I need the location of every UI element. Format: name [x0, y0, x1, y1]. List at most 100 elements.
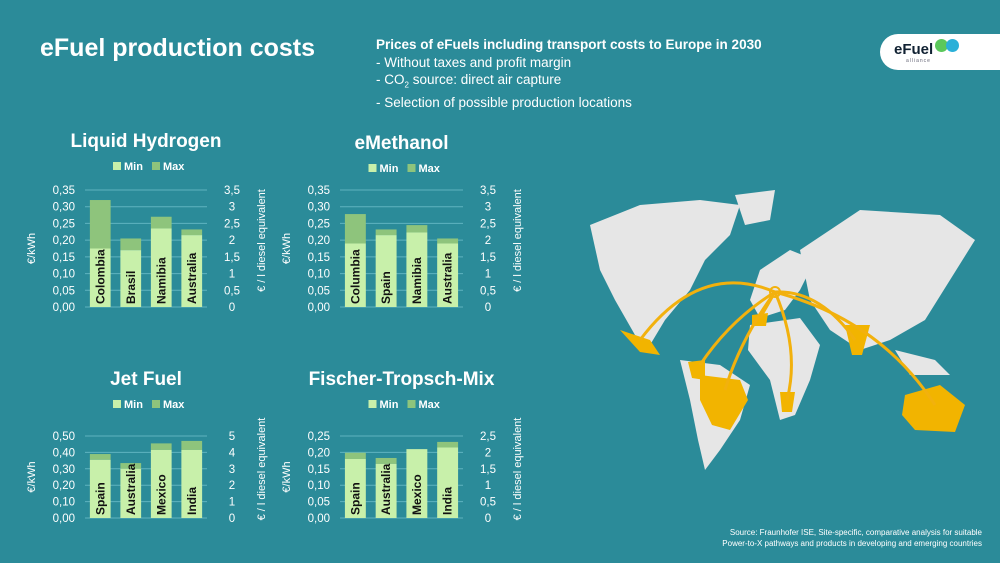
bar-min — [120, 468, 142, 518]
europe-destination-marker — [769, 286, 781, 298]
category-label: Australia — [124, 463, 138, 515]
y-tick-label: 0,05 — [308, 285, 330, 297]
y-tick-label: 0,00 — [308, 513, 330, 525]
bar-max — [150, 443, 172, 450]
y2-tick-label: 0,5 — [480, 497, 496, 509]
bar-max — [181, 440, 203, 450]
y2-tick-label: 3 — [229, 202, 235, 214]
bar-min — [89, 459, 111, 518]
category-label: Mexico — [154, 474, 168, 515]
bullet-2-rest: source: direct air capture — [408, 72, 562, 87]
arrow-india — [774, 290, 857, 341]
source-line-1: Source: Fraunhofer ISE, Site-specific, c… — [729, 528, 982, 537]
y-axis-label: €/kWh — [26, 233, 38, 264]
y-tick-label: 0,25 — [308, 431, 330, 443]
source-line-2: Power-to-X pathways and products in deve… — [722, 539, 982, 548]
bar-min — [89, 248, 111, 307]
bar-max — [437, 441, 459, 448]
legend-swatch-max — [152, 400, 160, 408]
y-tick-label: 0,35 — [53, 185, 75, 197]
bar-min — [406, 449, 428, 518]
category-label: India — [185, 487, 199, 515]
australia — [902, 385, 965, 432]
arrow-australia — [774, 290, 937, 406]
bar-min — [344, 243, 366, 307]
bar-max — [89, 200, 111, 249]
category-label: Namibia — [410, 257, 424, 304]
bar-min — [437, 243, 459, 307]
logo-sub: alliance — [906, 58, 931, 64]
legend-label-min: Min — [380, 399, 399, 411]
y2-tick-label: 0,5 — [480, 285, 496, 297]
y2-tick-label: 0,5 — [224, 285, 240, 297]
y-tick-label: 0,15 — [308, 252, 330, 264]
bar-max — [344, 452, 366, 459]
asia — [800, 210, 975, 350]
y-tick-label: 0,10 — [308, 269, 330, 281]
y-tick-label: 0,20 — [53, 235, 75, 247]
y2-axis-label: € / l diesel equivalent — [512, 418, 524, 521]
category-label: Australia — [379, 463, 393, 515]
y-tick-label: 0,05 — [53, 285, 75, 297]
y-tick-label: 0,30 — [53, 464, 75, 476]
legend-label-min: Min — [124, 161, 143, 173]
y-tick-label: 0,30 — [308, 202, 330, 214]
y-axis-label: €/kWh — [281, 461, 293, 492]
y-tick-label: 0,10 — [53, 497, 75, 509]
plug-icon — [935, 39, 948, 52]
y2-tick-label: 4 — [229, 447, 236, 459]
bar-min — [375, 463, 397, 518]
y-tick-label: 0,10 — [308, 480, 330, 492]
y2-tick-label: 2,5 — [480, 218, 496, 230]
chart-title: Jet Fuel — [110, 369, 182, 390]
category-label: Columbia — [348, 249, 362, 304]
legend-swatch-min — [368, 400, 377, 408]
y2-tick-label: 0 — [485, 513, 491, 525]
y2-tick-label: 1 — [485, 480, 491, 492]
y-tick-label: 0,05 — [308, 497, 330, 509]
chart-title: Fischer-Tropsch-Mix — [309, 369, 495, 390]
category-label: Colombia — [93, 249, 107, 304]
drop-icon — [946, 39, 959, 52]
bar-min — [181, 235, 203, 307]
bar-max — [344, 214, 366, 244]
y-tick-label: 0,15 — [53, 252, 75, 264]
legend-label-min: Min — [380, 163, 399, 175]
namibia — [780, 392, 795, 412]
y2-axis-label: € / l diesel equivalent — [512, 189, 524, 292]
category-label: Mexico — [410, 474, 424, 515]
category-label: Spain — [379, 271, 393, 304]
y2-tick-label: 2 — [485, 235, 491, 247]
y2-tick-label: 3 — [229, 464, 235, 476]
north-america — [590, 200, 740, 345]
logo-text: eFuel — [894, 41, 934, 58]
arrow-mexico — [638, 281, 776, 341]
subtitle: Prices of eFuels including transport cos… — [376, 37, 762, 52]
bar-min — [406, 232, 428, 307]
legend-swatch-max — [152, 162, 160, 170]
bar-min — [375, 235, 397, 307]
chart-title: eMethanol — [355, 133, 449, 154]
transport-arrows — [638, 281, 937, 406]
y-tick-label: 0,50 — [53, 431, 75, 443]
co2-subscript: 2 — [404, 80, 409, 90]
y-tick-label: 0,20 — [53, 480, 75, 492]
bullet-3: - Selection of possible production locat… — [376, 95, 632, 111]
y-tick-label: 0,00 — [53, 302, 75, 314]
bar-max — [89, 454, 111, 460]
y2-tick-label: 1 — [229, 497, 235, 509]
bar-max — [181, 229, 203, 236]
source-note: Source: Fraunhofer ISE, Site-specific, c… — [722, 527, 982, 549]
bar-min — [181, 449, 203, 518]
europe — [750, 250, 815, 318]
y2-tick-label: 2,5 — [224, 218, 240, 230]
category-label: Brasil — [124, 271, 138, 304]
category-label: Australia — [441, 252, 455, 304]
subtitle-block: Prices of eFuels including transport cos… — [376, 36, 762, 112]
y2-tick-label: 1 — [229, 269, 235, 281]
bullet-2: - CO2 source: direct air capture — [376, 71, 762, 94]
legend-swatch-max — [407, 164, 416, 172]
y2-tick-label: 1,5 — [224, 252, 240, 264]
bar-max — [375, 457, 397, 464]
